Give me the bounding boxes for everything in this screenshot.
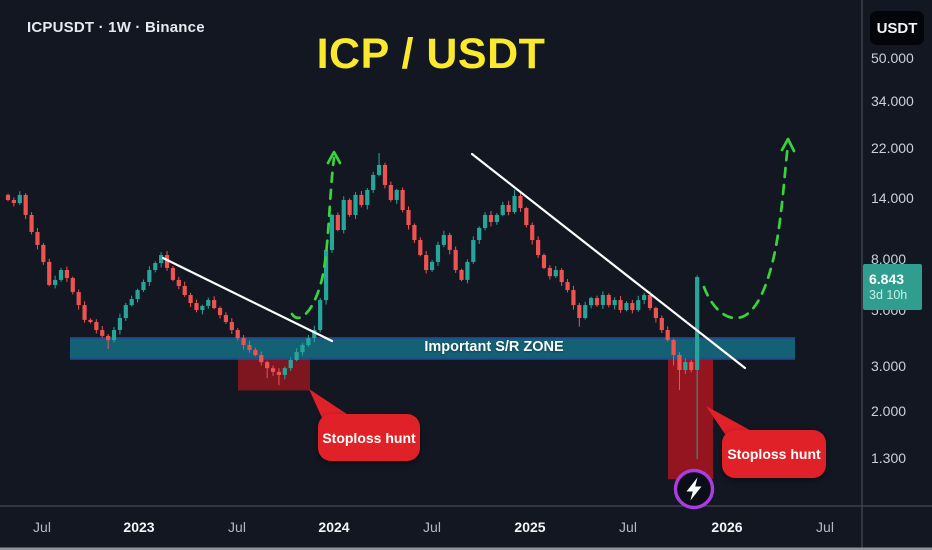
projection-path	[290, 156, 336, 320]
last-price-label: 6.843 3d 10h	[863, 264, 922, 310]
price-tick: 34.000	[871, 92, 914, 109]
stop-hunt-box[interactable]	[668, 359, 713, 480]
price-tick: 50.000	[871, 50, 914, 67]
projection-arrowhead	[780, 137, 796, 153]
callout-tail	[706, 406, 757, 434]
stoploss-hunt-callout[interactable]: Stoploss hunt	[722, 430, 826, 478]
time-tick: Jul	[228, 519, 246, 535]
price-tick: 22.000	[871, 140, 914, 157]
projection-path	[702, 142, 790, 320]
time-axis[interactable]: Jul 2023 Jul 2024 Jul 2025 Jul 2026 Jul	[0, 506, 932, 550]
price-tick: 2.000	[871, 402, 907, 419]
trendline	[161, 256, 334, 343]
last-price-value: 6.843	[869, 271, 905, 287]
time-tick: Jul	[619, 519, 637, 535]
lightning-badge[interactable]	[673, 468, 715, 510]
trendline	[470, 152, 747, 370]
time-tick: Jul	[423, 519, 441, 535]
price-axis[interactable]: 50.000 34.000 22.000 14.000 8.000 5.000 3.000 2…	[862, 0, 932, 506]
time-tick: 2025	[514, 519, 546, 535]
currency-toggle-button[interactable]: USDT	[870, 11, 924, 45]
candles	[5, 153, 700, 459]
price-tick: 8.000	[871, 251, 907, 267]
price-tick: 3.000	[871, 358, 907, 375]
time-tick: 2026	[711, 519, 743, 535]
sr-zone-label: Important S/R ZONE	[424, 339, 564, 355]
time-tick: 2024	[318, 519, 350, 535]
stop-hunt-box[interactable]	[238, 359, 310, 391]
callout-tail	[309, 389, 356, 420]
lightning-icon	[673, 468, 715, 510]
time-tick: 2023	[123, 519, 155, 535]
stoploss-hunt-callout[interactable]: Stoploss hunt	[318, 414, 420, 461]
projection-arrowhead	[326, 150, 342, 165]
time-tick: Jul	[33, 519, 51, 535]
sr-zone-band[interactable]	[70, 337, 795, 360]
bar-countdown: 3d 10h	[869, 288, 908, 302]
symbol-title[interactable]: ICPUSDT · 1W · Binance	[27, 19, 205, 36]
price-tick: 1.300	[871, 449, 907, 466]
time-tick: Jul	[816, 519, 834, 535]
chart-main-title: ICP / USDT	[316, 30, 546, 78]
price-tick: 14.000	[871, 189, 914, 206]
